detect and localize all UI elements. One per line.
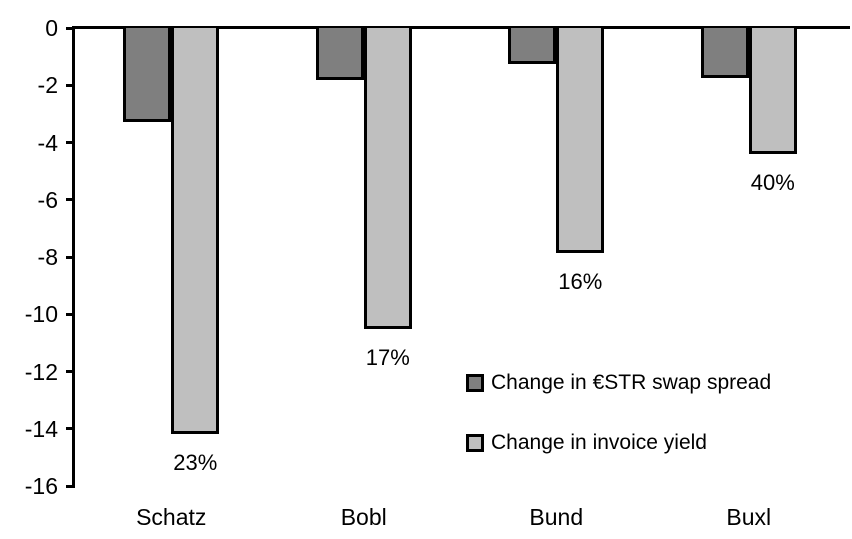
y-tick-label: -16 bbox=[24, 473, 58, 499]
y-tick-mark bbox=[66, 370, 75, 373]
x-category-label-bobl: Bobl bbox=[340, 504, 387, 530]
y-tick-label: -4 bbox=[37, 129, 58, 156]
legend-item-invoice-yield: Change in invoice yield bbox=[466, 431, 771, 455]
y-tick-label: 0 bbox=[45, 15, 58, 41]
bar-schatz-swap-spread bbox=[123, 28, 172, 123]
y-tick-mark bbox=[66, 198, 75, 202]
y-tick-mark bbox=[66, 312, 75, 316]
legend: Change in €STR swap spread Change in inv… bbox=[466, 371, 771, 455]
y-tick-label: -10 bbox=[24, 301, 58, 328]
legend-swatch-swap-spread-icon bbox=[466, 374, 484, 392]
bar-bund-swap-spread bbox=[508, 28, 557, 64]
bar-value-label: 40% bbox=[750, 169, 795, 195]
legend-label-swap-spread: Change in €STR swap spread bbox=[491, 371, 772, 394]
y-tick-label: -14 bbox=[24, 415, 58, 442]
y-tick-mark bbox=[66, 484, 75, 488]
bar-bobl-swap-spread bbox=[315, 28, 364, 80]
bar-value-label: 16% bbox=[558, 268, 603, 294]
x-category-label-schatz: Schatz bbox=[136, 504, 207, 530]
y-tick-mark bbox=[66, 26, 75, 30]
y-tick-mark bbox=[66, 83, 75, 87]
bar-value-label: 23% bbox=[173, 450, 218, 476]
y-tick-mark bbox=[66, 255, 75, 259]
legend-swatch-invoice-yield-icon bbox=[466, 434, 484, 452]
legend-label-invoice-yield: Change in invoice yield bbox=[491, 431, 707, 454]
y-tick-label: -12 bbox=[24, 358, 58, 385]
bar-value-label: 17% bbox=[365, 344, 410, 370]
bar-bobl-invoice-yield bbox=[363, 28, 412, 329]
y-tick-label: -2 bbox=[37, 72, 58, 99]
legend-item-swap-spread: Change in €STR swap spread bbox=[466, 371, 771, 395]
x-category-label-buxl: Buxl bbox=[726, 504, 772, 530]
bar-buxl-invoice-yield bbox=[748, 28, 797, 154]
y-tick-label: -6 bbox=[37, 186, 58, 213]
zero-baseline bbox=[72, 26, 850, 29]
y-tick-label: -8 bbox=[37, 244, 58, 270]
y-tick-mark bbox=[66, 141, 75, 144]
bar-schatz-invoice-yield bbox=[171, 28, 220, 435]
bar-buxl-swap-spread bbox=[700, 28, 749, 79]
y-tick-mark bbox=[66, 427, 75, 431]
x-category-label-bund: Bund bbox=[529, 504, 584, 530]
bar-bund-invoice-yield bbox=[556, 28, 605, 253]
